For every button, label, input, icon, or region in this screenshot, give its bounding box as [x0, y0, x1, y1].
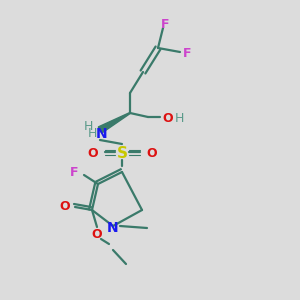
Text: N: N — [96, 127, 108, 140]
Text: H: H — [83, 120, 93, 133]
Text: F: F — [183, 47, 191, 60]
Text: F: F — [161, 18, 169, 31]
Text: O: O — [92, 228, 102, 241]
Text: O: O — [60, 200, 70, 213]
Text: H: H — [174, 112, 184, 125]
Text: S: S — [116, 146, 128, 161]
Text: H: H — [87, 127, 97, 140]
Text: N: N — [107, 220, 119, 235]
Text: O: O — [147, 147, 157, 160]
Text: O: O — [163, 112, 173, 125]
Polygon shape — [98, 112, 130, 133]
Text: F: F — [70, 166, 78, 179]
Text: O: O — [88, 147, 98, 160]
